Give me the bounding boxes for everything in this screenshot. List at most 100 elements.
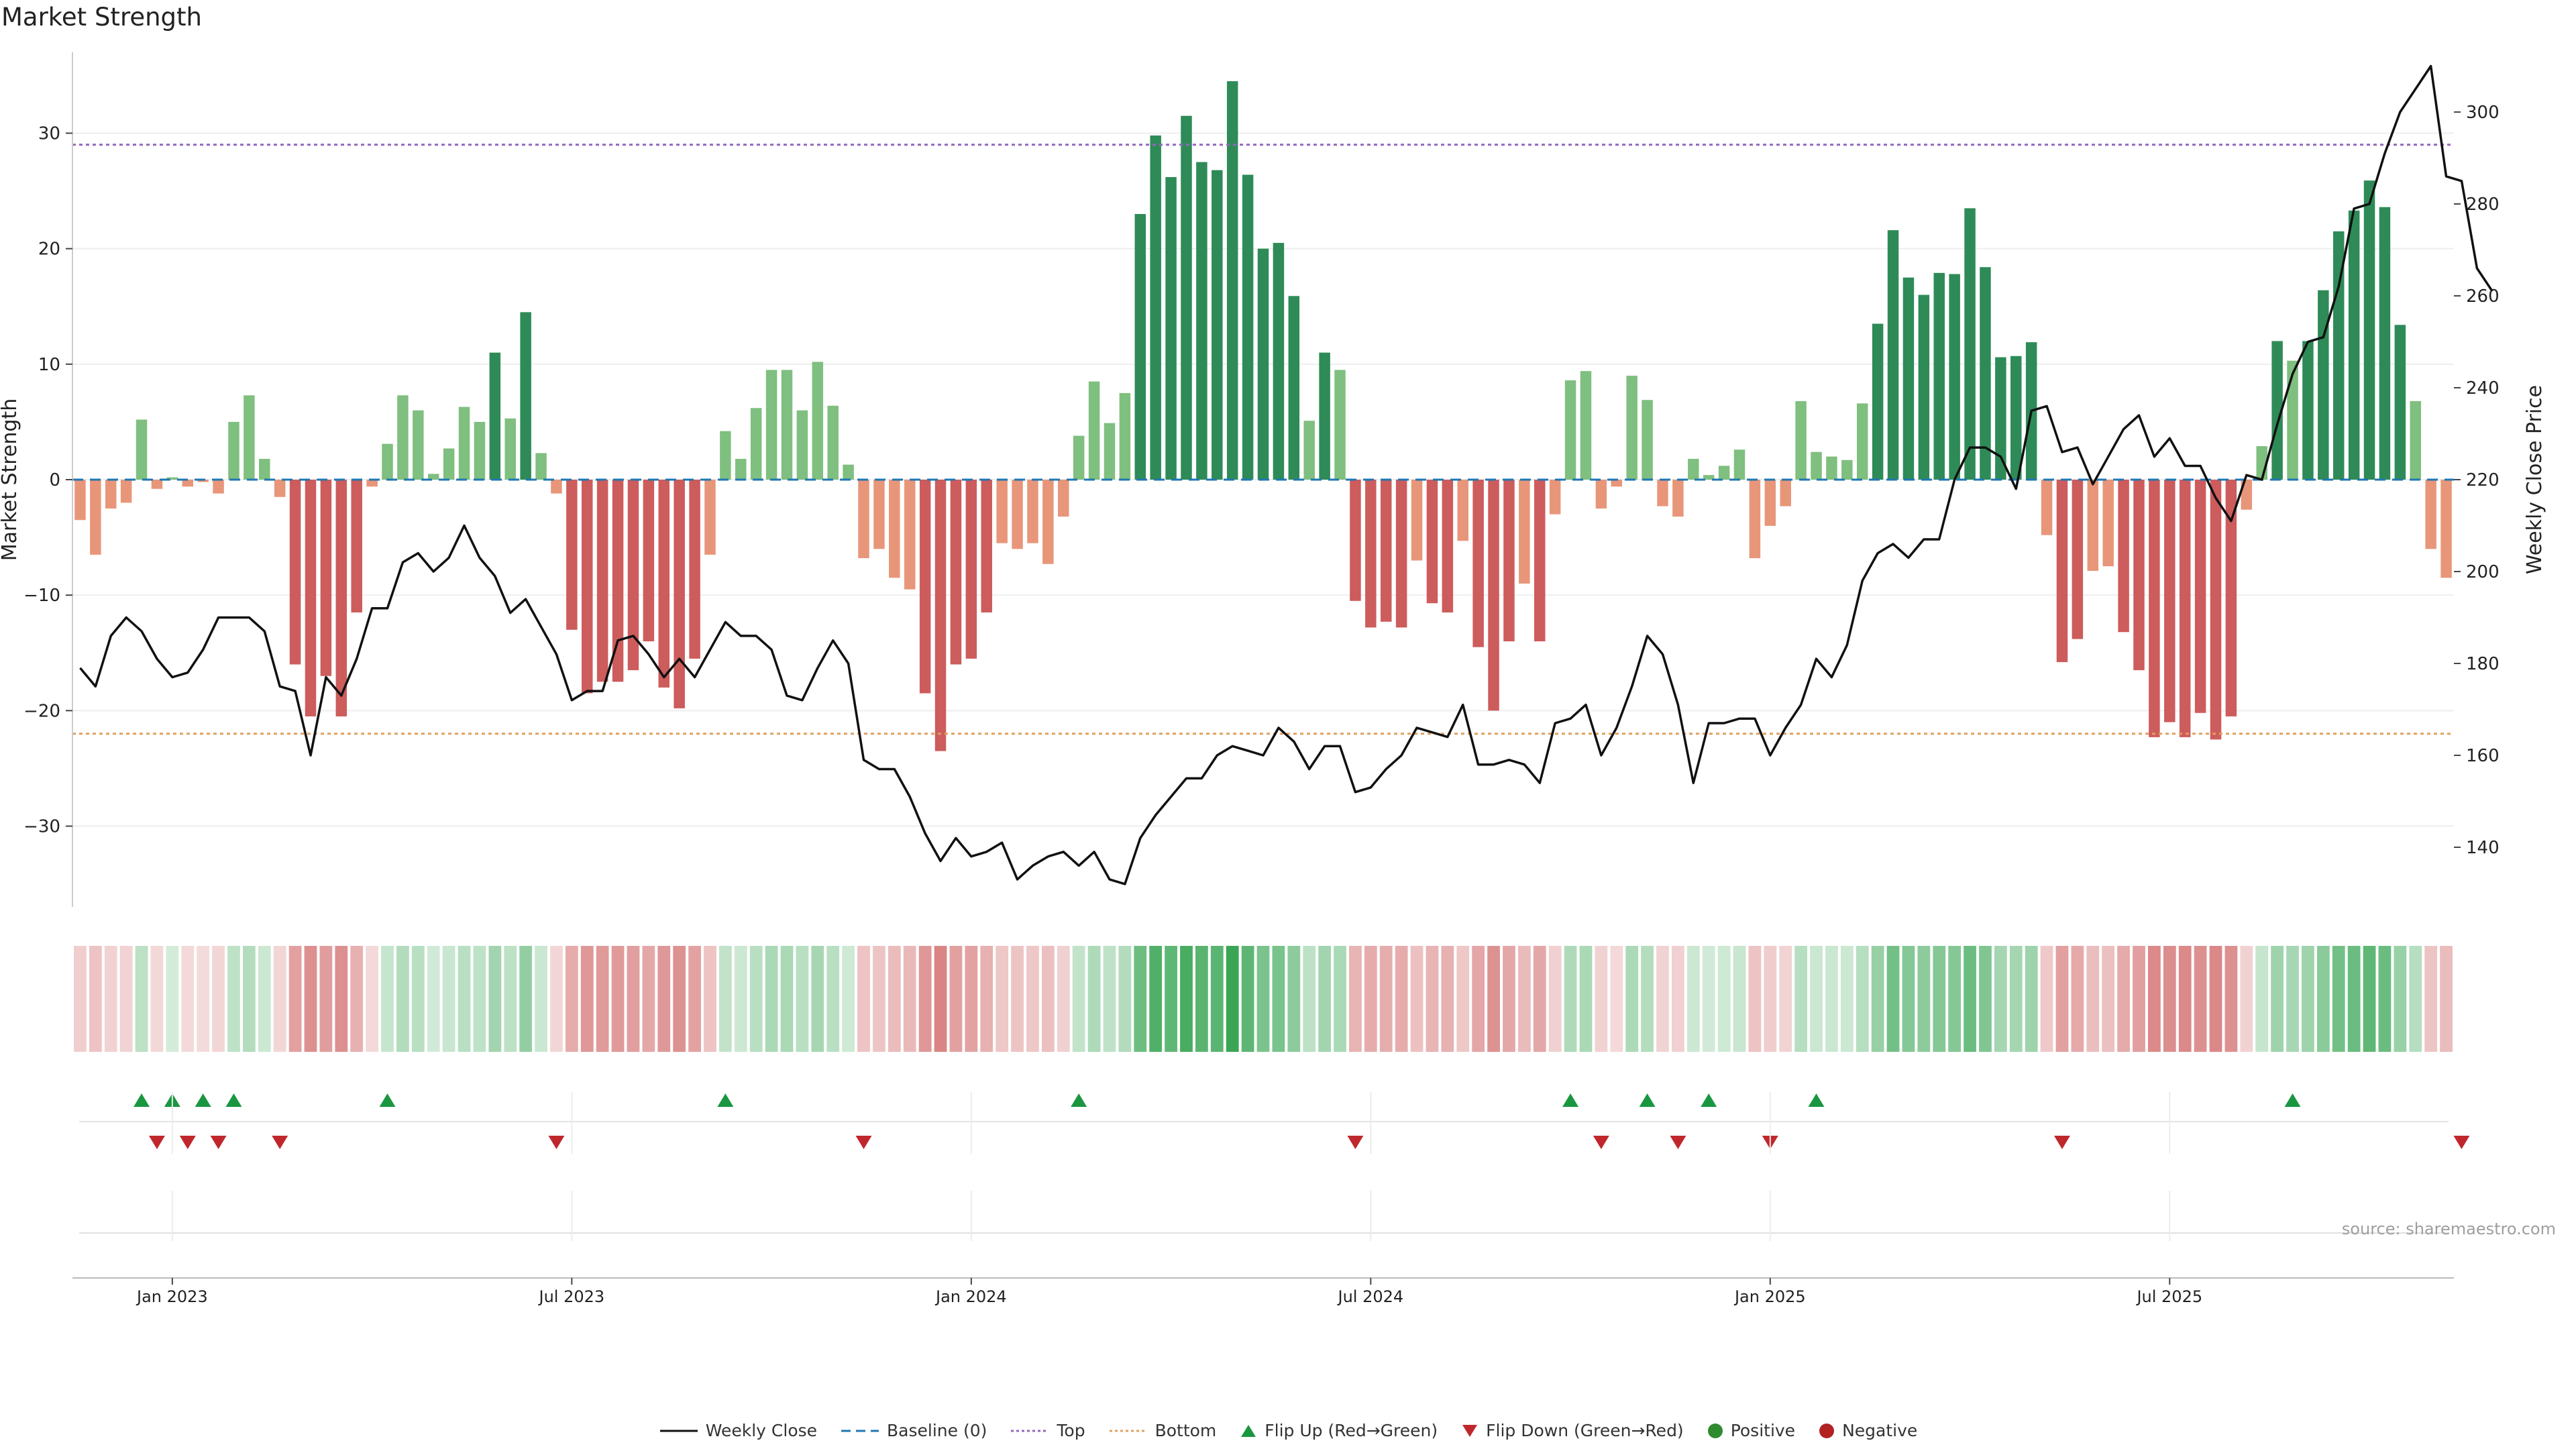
strength-bar xyxy=(1657,480,1668,506)
heat-cell xyxy=(366,946,379,1052)
heat-cell xyxy=(1856,946,1869,1052)
chart-title: Market Strength xyxy=(1,3,202,32)
strength-bar xyxy=(1088,381,1100,480)
strength-bar xyxy=(2302,341,2314,480)
strength-bar xyxy=(612,480,624,682)
heat-cell xyxy=(381,946,394,1052)
strength-bar xyxy=(1027,480,1038,543)
heat-cell xyxy=(2009,946,2023,1052)
heat-cell xyxy=(2178,946,2192,1052)
strength-bar xyxy=(1334,370,1346,480)
strength-bar xyxy=(2164,480,2176,722)
strength-bar xyxy=(1012,480,1023,549)
strength-bar xyxy=(1411,480,1423,561)
heat-cell xyxy=(1026,946,1039,1052)
strength-bar xyxy=(1733,449,1746,480)
strength-bar xyxy=(2041,480,2053,535)
strength-bar xyxy=(1073,435,1085,480)
heat-cell xyxy=(119,946,133,1052)
flip-up-marker xyxy=(1071,1093,1087,1107)
heat-cell xyxy=(642,946,655,1052)
heat-cell xyxy=(104,946,117,1052)
legend-label: Flip Up (Red→Green) xyxy=(1265,1421,1438,1440)
strength-bar xyxy=(1703,475,1715,480)
strength-bar xyxy=(1672,480,1684,517)
heat-cell xyxy=(903,946,916,1052)
y-tick-label: 20 xyxy=(38,239,60,260)
strength-bar xyxy=(919,480,931,694)
y2-tick-label: 220 xyxy=(2466,470,2500,490)
heat-cell xyxy=(1041,946,1055,1052)
strength-bar xyxy=(674,480,685,708)
heat-cell xyxy=(996,946,1009,1052)
heat-cell xyxy=(1748,946,1762,1052)
heat-cell xyxy=(1395,946,1408,1052)
strength-bar xyxy=(596,480,608,682)
heat-cell xyxy=(580,946,594,1052)
strength-bar xyxy=(1288,296,1300,480)
strength-bar xyxy=(1457,480,1468,541)
strength-bar xyxy=(1104,423,1116,480)
heat-cell xyxy=(1779,946,1792,1052)
legend-item-bottom: Bottom xyxy=(1108,1421,1216,1440)
strength-bar xyxy=(1826,456,1837,480)
heat-cell xyxy=(2332,946,2345,1052)
y2-tick-label: 240 xyxy=(2466,378,2500,398)
strength-bar xyxy=(197,480,209,482)
date-axis: Jan 2023 Jul 2023 Jan 2024 Jul 2024 Jan 2025… xyxy=(72,1092,2454,1306)
heat-cell xyxy=(2025,946,2038,1052)
heat-cell xyxy=(1979,946,1992,1052)
strength-bar xyxy=(397,395,409,480)
heat-cell xyxy=(980,946,994,1052)
strength-bar xyxy=(2149,480,2160,737)
heat-cell xyxy=(1671,946,1684,1052)
x-tick-label: Jan 2025 xyxy=(1733,1287,1806,1306)
legend: Weekly Close Baseline (0) Top Bottom Fli… xyxy=(0,1421,2576,1440)
strength-bar xyxy=(74,480,86,521)
heat-cell xyxy=(949,946,963,1052)
heat-cell xyxy=(734,946,747,1052)
flip-up-marker xyxy=(1808,1093,1825,1107)
strength-bar xyxy=(2225,480,2237,716)
heat-cell xyxy=(1917,946,1931,1052)
flip-down-marker xyxy=(148,1136,165,1149)
heat-cell xyxy=(488,946,502,1052)
heat-cell xyxy=(2224,946,2238,1052)
heat-cell xyxy=(657,946,671,1052)
strength-bar xyxy=(474,421,486,480)
x-tick-label: Jul 2024 xyxy=(1336,1287,1403,1306)
heat-cell xyxy=(1057,946,1070,1052)
heat-cell xyxy=(2271,946,2284,1052)
y-axis-label: Market Strength xyxy=(0,398,21,561)
strength-bar xyxy=(1949,274,1960,480)
heat-cell xyxy=(1902,946,1915,1052)
strength-bar xyxy=(289,480,301,665)
strength-bar xyxy=(1519,480,1530,584)
strength-bar xyxy=(627,480,639,671)
flip-down-marker xyxy=(210,1136,227,1149)
heat-cell xyxy=(718,946,732,1052)
flip-down-marker xyxy=(1670,1136,1686,1149)
heat-cell xyxy=(1226,946,1239,1052)
heat-cell xyxy=(565,946,578,1052)
axes: 30 20 10 0 −10 −20 −30 300 280 260 240 220 200 180 160… xyxy=(0,52,2546,907)
heat-cell xyxy=(1210,946,1224,1052)
strength-bar xyxy=(1580,371,1592,480)
heat-cell xyxy=(288,946,302,1052)
legend-label: Top xyxy=(1057,1421,1085,1440)
strength-bar xyxy=(1795,400,1807,480)
y2-tick-label: 300 xyxy=(2466,103,2500,123)
heat-cell xyxy=(1595,946,1608,1052)
strength-bar xyxy=(904,480,916,590)
strength-bar xyxy=(996,480,1008,543)
strength-bar xyxy=(182,480,194,487)
strength-bar xyxy=(2348,210,2360,480)
heat-cell xyxy=(2209,946,2222,1052)
heat-cell xyxy=(181,946,195,1052)
heat-cell xyxy=(2440,946,2453,1052)
strength-bar xyxy=(413,410,424,480)
heat-cell xyxy=(89,946,102,1052)
heat-cell xyxy=(1072,946,1085,1052)
strength-bar xyxy=(750,408,762,480)
